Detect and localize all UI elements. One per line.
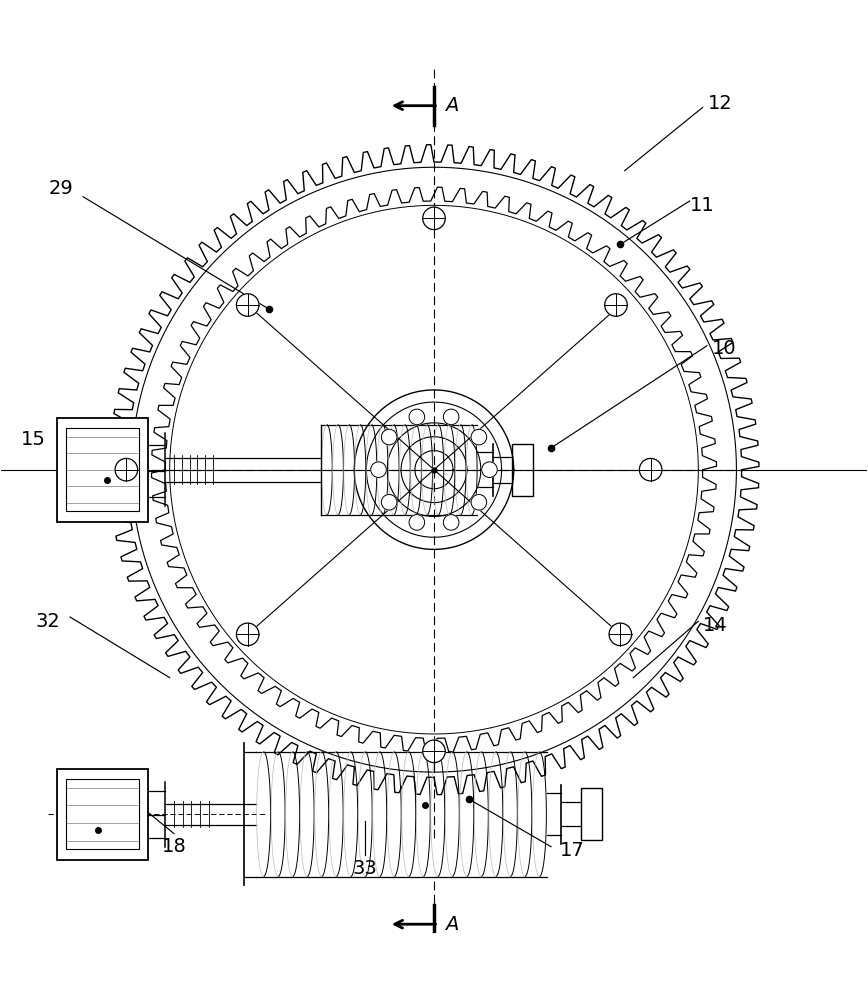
Text: 33: 33	[352, 859, 377, 878]
Text: 15: 15	[21, 430, 46, 449]
Text: $A$: $A$	[444, 96, 459, 115]
Circle shape	[444, 409, 459, 425]
Bar	[66, 428, 140, 511]
Circle shape	[409, 515, 424, 530]
Circle shape	[471, 494, 487, 510]
Circle shape	[640, 458, 662, 481]
Circle shape	[381, 429, 397, 445]
Bar	[582, 788, 602, 840]
Circle shape	[236, 623, 259, 646]
Circle shape	[409, 409, 424, 425]
Text: 11: 11	[690, 196, 715, 215]
Bar	[57, 418, 148, 522]
Text: $A$: $A$	[444, 915, 459, 934]
Bar	[512, 444, 533, 496]
Circle shape	[423, 207, 445, 230]
Text: 10: 10	[712, 339, 737, 358]
Text: 18: 18	[161, 837, 187, 856]
Text: 12: 12	[707, 94, 733, 113]
Text: 32: 32	[36, 612, 61, 631]
Circle shape	[605, 294, 628, 316]
Circle shape	[471, 429, 487, 445]
Circle shape	[371, 462, 386, 477]
Circle shape	[609, 623, 632, 646]
Text: 17: 17	[560, 841, 585, 860]
Text: 14: 14	[703, 616, 728, 635]
Bar	[66, 779, 140, 849]
Bar	[57, 769, 148, 860]
Circle shape	[423, 740, 445, 763]
Text: 29: 29	[49, 179, 74, 198]
Circle shape	[115, 458, 138, 481]
Circle shape	[444, 515, 459, 530]
Circle shape	[482, 462, 497, 477]
Circle shape	[381, 494, 397, 510]
Circle shape	[236, 294, 259, 316]
